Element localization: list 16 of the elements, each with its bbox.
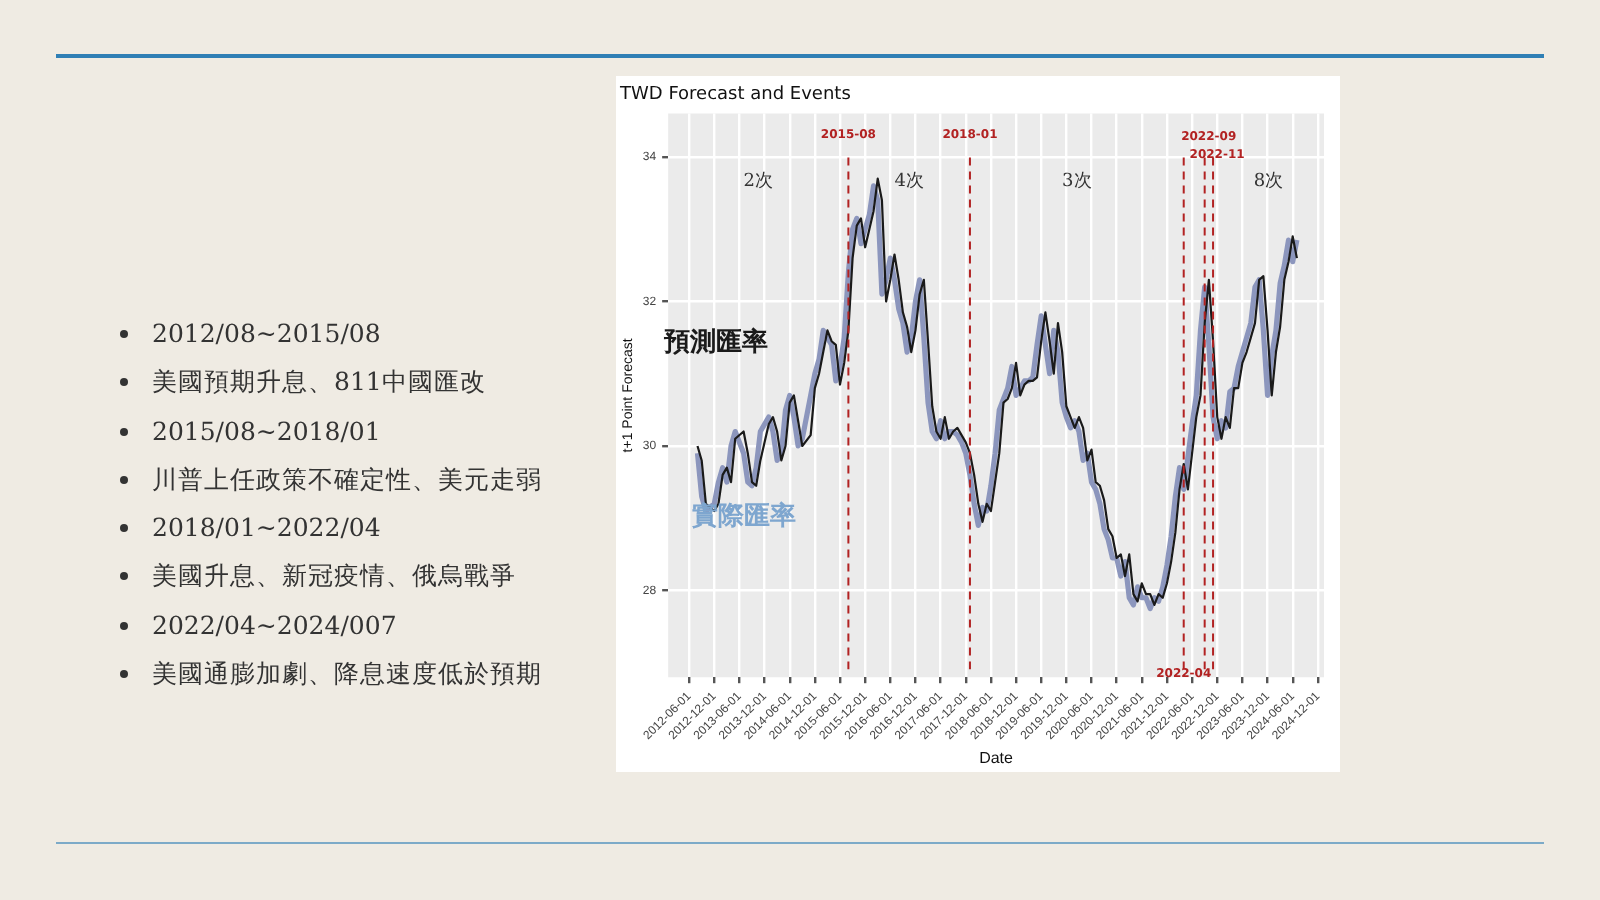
text: 2018/01~2022/04 xyxy=(150,510,383,547)
series-label: 實際匯率 xyxy=(692,499,796,534)
text: 2022/04~2024/007 xyxy=(150,607,399,644)
annotation: 3次 xyxy=(1062,169,1092,192)
text: 2015/08~2018/01 xyxy=(150,413,383,450)
chart-title: TWD Forecast and Events xyxy=(618,85,852,106)
annotation: 4次 xyxy=(894,169,924,192)
series-label: 預測匯率 xyxy=(664,325,768,360)
text: 美國升息、新冠疫情、俄烏戰爭 xyxy=(150,558,518,595)
text: 川普上任政策不確定性、美元走弱 xyxy=(150,461,542,498)
text: 2012/08~2015/08 xyxy=(150,316,383,352)
annotation: 2次 xyxy=(743,169,773,192)
annotation: 8次 xyxy=(1253,169,1284,192)
text: 美國通膨加劇、降息速度低於預期 xyxy=(150,656,542,693)
x-axis-title: Date xyxy=(979,748,1015,767)
text: 美國預期升息、811中國匯改 xyxy=(150,364,488,401)
